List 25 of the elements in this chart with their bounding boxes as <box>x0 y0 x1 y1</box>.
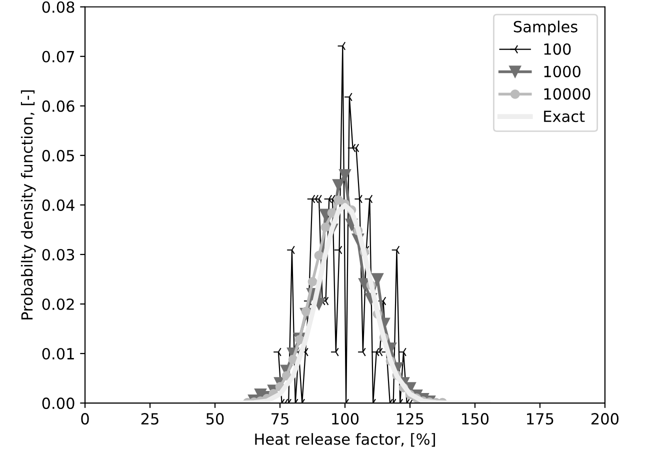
y-tick-label: 0.06 <box>42 100 74 112</box>
x-tick-label: 25 <box>141 413 158 425</box>
y-tick-label: 0.07 <box>42 50 74 62</box>
y-tick-label: 0.08 <box>42 1 74 13</box>
y-tick-label: 0.00 <box>42 398 74 410</box>
y-tick-label: 0.04 <box>42 199 74 211</box>
y-tick-label: 0.01 <box>42 348 74 360</box>
legend-label: 1000 <box>544 66 580 78</box>
x-axis-title: Heat release factor, [%] <box>255 433 435 447</box>
legend-label: 100 <box>544 43 571 55</box>
x-tick-label: 150 <box>462 413 489 425</box>
y-tick-label: 0.05 <box>42 150 74 162</box>
x-tick-label: 0 <box>81 413 89 425</box>
x-tick-label: 100 <box>332 413 359 425</box>
x-tick-label: 125 <box>397 413 424 425</box>
legend-label: 10000 <box>544 88 590 100</box>
x-tick-label: 175 <box>527 413 554 425</box>
x-tick-label: 50 <box>206 413 224 425</box>
legend-title: Samples <box>514 20 578 36</box>
x-tick-label: 75 <box>272 413 288 425</box>
y-tick-label: 0.03 <box>42 248 74 260</box>
y-tick-label: 0.02 <box>42 298 74 310</box>
y-axis-title: Probabilty density function, [-] <box>20 90 36 320</box>
x-tick-label: 200 <box>591 413 619 425</box>
legend-label: Exact <box>544 110 585 122</box>
